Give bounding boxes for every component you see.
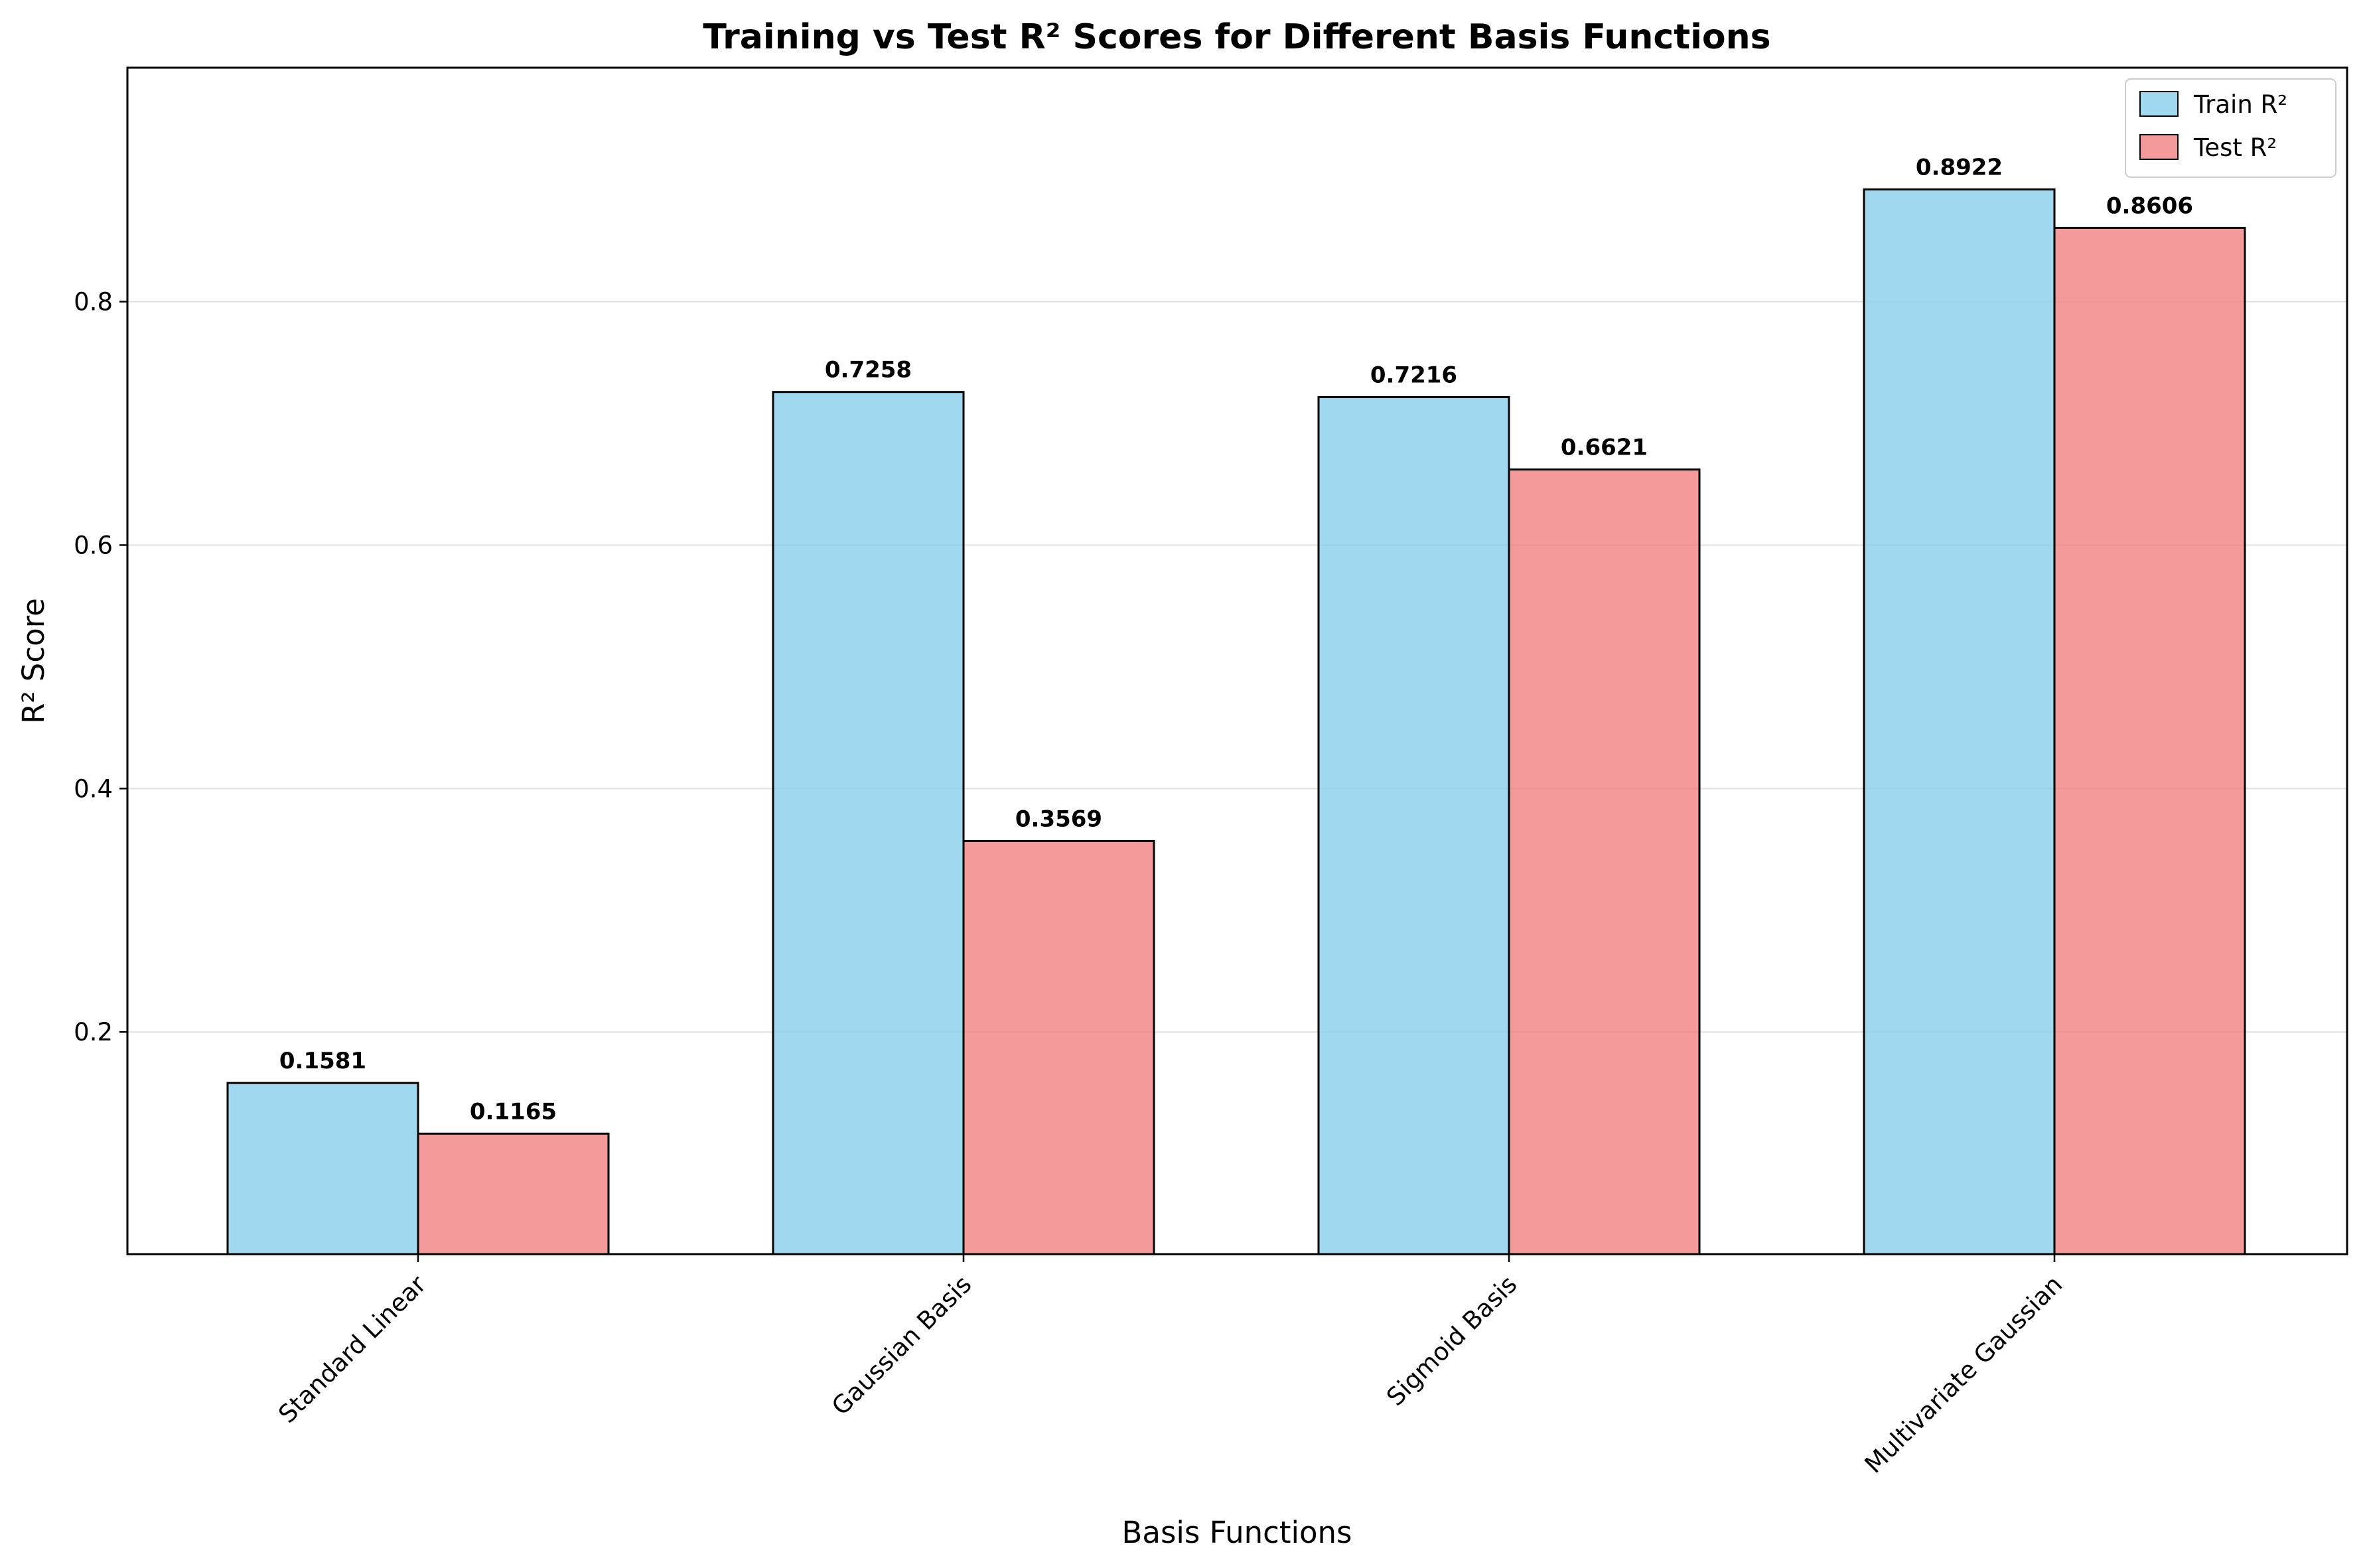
y-axis-label: R² Score [16,598,51,724]
y-tick-label: 0.8 [74,288,113,317]
data-label: 0.3569 [1015,806,1102,832]
data-label: 0.7216 [1370,362,1457,388]
bar-test [417,1132,610,1255]
data-label: 0.1165 [470,1098,557,1125]
data-label: 0.6621 [1561,435,1648,461]
y-tick-label: 0.6 [74,531,113,559]
y-tick-label: 0.2 [74,1018,113,1046]
bar-test [1508,468,1701,1255]
y-tick-label: 0.4 [74,774,113,803]
chart-title: Training vs Test R² Scores for Different… [703,17,1770,57]
legend-swatch-test [2139,134,2179,160]
legend-label-train: Train R² [2193,90,2287,119]
bar-train [1863,188,2056,1255]
x-axis-label: Basis Functions [1122,1515,1352,1550]
data-label: 0.8606 [2106,192,2193,219]
legend-swatch-train [2139,91,2179,117]
bar-test [2053,226,2246,1255]
data-labels: 0.1581 0.1165 0.7258 0.3569 0.7216 0.6621 0.89… [279,154,2193,1125]
data-label: 0.1581 [279,1048,366,1074]
bar-train [1317,395,1510,1255]
data-label: 0.8922 [1916,154,2003,180]
bar-test [962,839,1155,1255]
legend-label-test: Test R² [2193,133,2277,162]
bars [226,188,2246,1255]
legend: Train R² Test R² [2125,78,2336,178]
data-label: 0.7258 [825,357,912,384]
plot-frame [126,66,2348,1255]
bar-train [772,391,965,1255]
bar-train [226,1082,419,1255]
